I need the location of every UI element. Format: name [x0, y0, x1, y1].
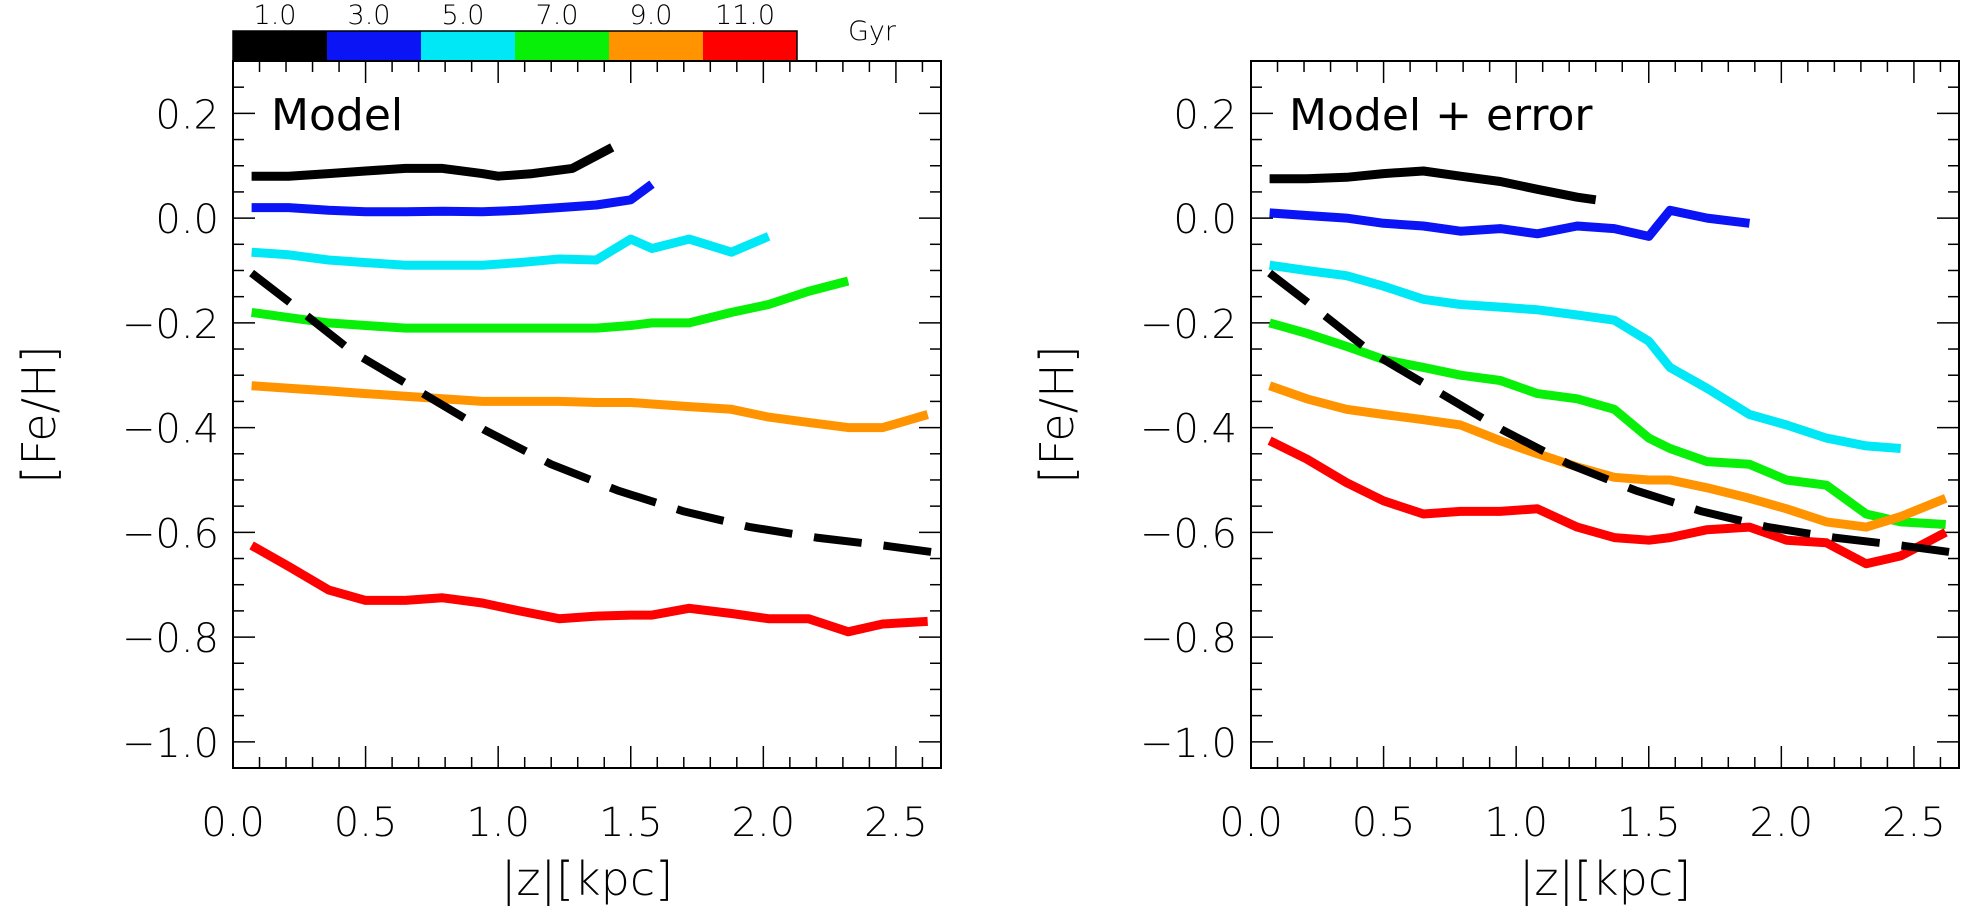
- series-line-7-0-gyr: [250, 276, 850, 333]
- colorbar-tick-label: 7.0: [536, 0, 579, 31]
- y-tick-label: −0.4: [1140, 407, 1237, 453]
- x-tick-label: 1.0: [1484, 800, 1548, 846]
- panel-title: Model + error: [1289, 90, 1593, 141]
- x-tick-label: 0.0: [201, 800, 265, 846]
- series-line-3-0-gyr: [251, 180, 655, 217]
- y-tick-label: −0.2: [122, 302, 219, 348]
- plot-frame: [232, 60, 942, 769]
- colorbar-tick-label: 9.0: [630, 0, 673, 31]
- age-colorbar: 1.0 3.0 5.0 7.0 9.0 11.0 Gyr: [232, 0, 897, 62]
- y-tick-label: 0.2: [155, 92, 219, 138]
- colorbar-segment: [703, 31, 798, 61]
- panel-title: Model: [271, 90, 403, 141]
- series-line-11-0-gyr: [1267, 436, 1948, 569]
- series-line-1-0-gyr: [251, 143, 615, 181]
- colorbar-tick-label: 3.0: [348, 0, 391, 31]
- colorbar-segment: [609, 31, 704, 61]
- y-axis-title: [Fe/H]: [12, 345, 66, 483]
- y-tick-label: 0.2: [1173, 92, 1237, 138]
- series-line-9-0-gyr: [251, 381, 929, 433]
- y-tick-label: −0.8: [122, 616, 219, 662]
- series-line-1-0-gyr: [1269, 166, 1597, 205]
- colorbar-tick-label: 5.0: [442, 0, 485, 31]
- y-tick-label: −0.8: [1140, 616, 1237, 662]
- y-axis-title: [Fe/H]: [1030, 345, 1084, 483]
- colorbar-segment: [327, 31, 422, 61]
- colorbar-unit-label: Gyr: [848, 16, 897, 47]
- x-tick-label: 2.0: [732, 800, 796, 846]
- y-tick-label: −0.6: [122, 511, 219, 557]
- series-line-3-0-gyr: [1269, 205, 1751, 241]
- x-tick-label: 1.5: [1617, 800, 1681, 846]
- panel-model: 0.2 0.0 −0.2 −0.4 −0.6 −0.8 −1.0 0.0 0.5 1.0 1.5 2.…: [12, 60, 942, 907]
- series-line-5-0-gyr: [251, 232, 771, 270]
- y-tick-label: 0.0: [155, 197, 219, 243]
- colorbar-segment: [233, 31, 328, 61]
- x-axis-title: |z|[kpc]: [1519, 852, 1691, 907]
- x-tick-label: 2.5: [1882, 800, 1946, 846]
- x-tick-label: 0.0: [1219, 800, 1283, 846]
- colorbar-segment: [515, 31, 610, 61]
- y-tick-label: 0.0: [1173, 197, 1237, 243]
- series-line-5-0-gyr: [1268, 260, 1902, 453]
- colorbar-tick-label: 11.0: [715, 0, 775, 31]
- colorbar-segment: [421, 31, 516, 61]
- series-line-11-0-gyr: [249, 541, 928, 637]
- y-tick-label: −1.0: [122, 721, 219, 767]
- x-tick-label: 1.0: [466, 800, 530, 846]
- series-line-mean-dashed: [1267, 269, 1960, 558]
- x-tick-label: 2.0: [1750, 800, 1814, 846]
- x-axis-title: |z|[kpc]: [501, 852, 673, 907]
- x-tick-label: 0.5: [334, 800, 398, 846]
- panel-model-plus-error: 0.2 0.0 −0.2 −0.4 −0.6 −0.8 −1.0 0.0 0.5 1.0 1.5 2.…: [1030, 60, 1960, 907]
- y-tick-label: −0.6: [1140, 511, 1237, 557]
- x-tick-label: 0.5: [1352, 800, 1416, 846]
- series-line-9-0-gyr: [1268, 381, 1948, 532]
- plot-frame: [1250, 60, 1960, 769]
- y-tick-label: −0.4: [122, 407, 219, 453]
- series-line-mean-dashed: [249, 269, 942, 558]
- y-tick-label: −0.2: [1140, 302, 1237, 348]
- y-tick-label: −1.0: [1140, 721, 1237, 767]
- colorbar-tick-label: 1.0: [254, 0, 297, 31]
- x-tick-label: 1.5: [599, 800, 663, 846]
- x-tick-label: 2.5: [864, 800, 928, 846]
